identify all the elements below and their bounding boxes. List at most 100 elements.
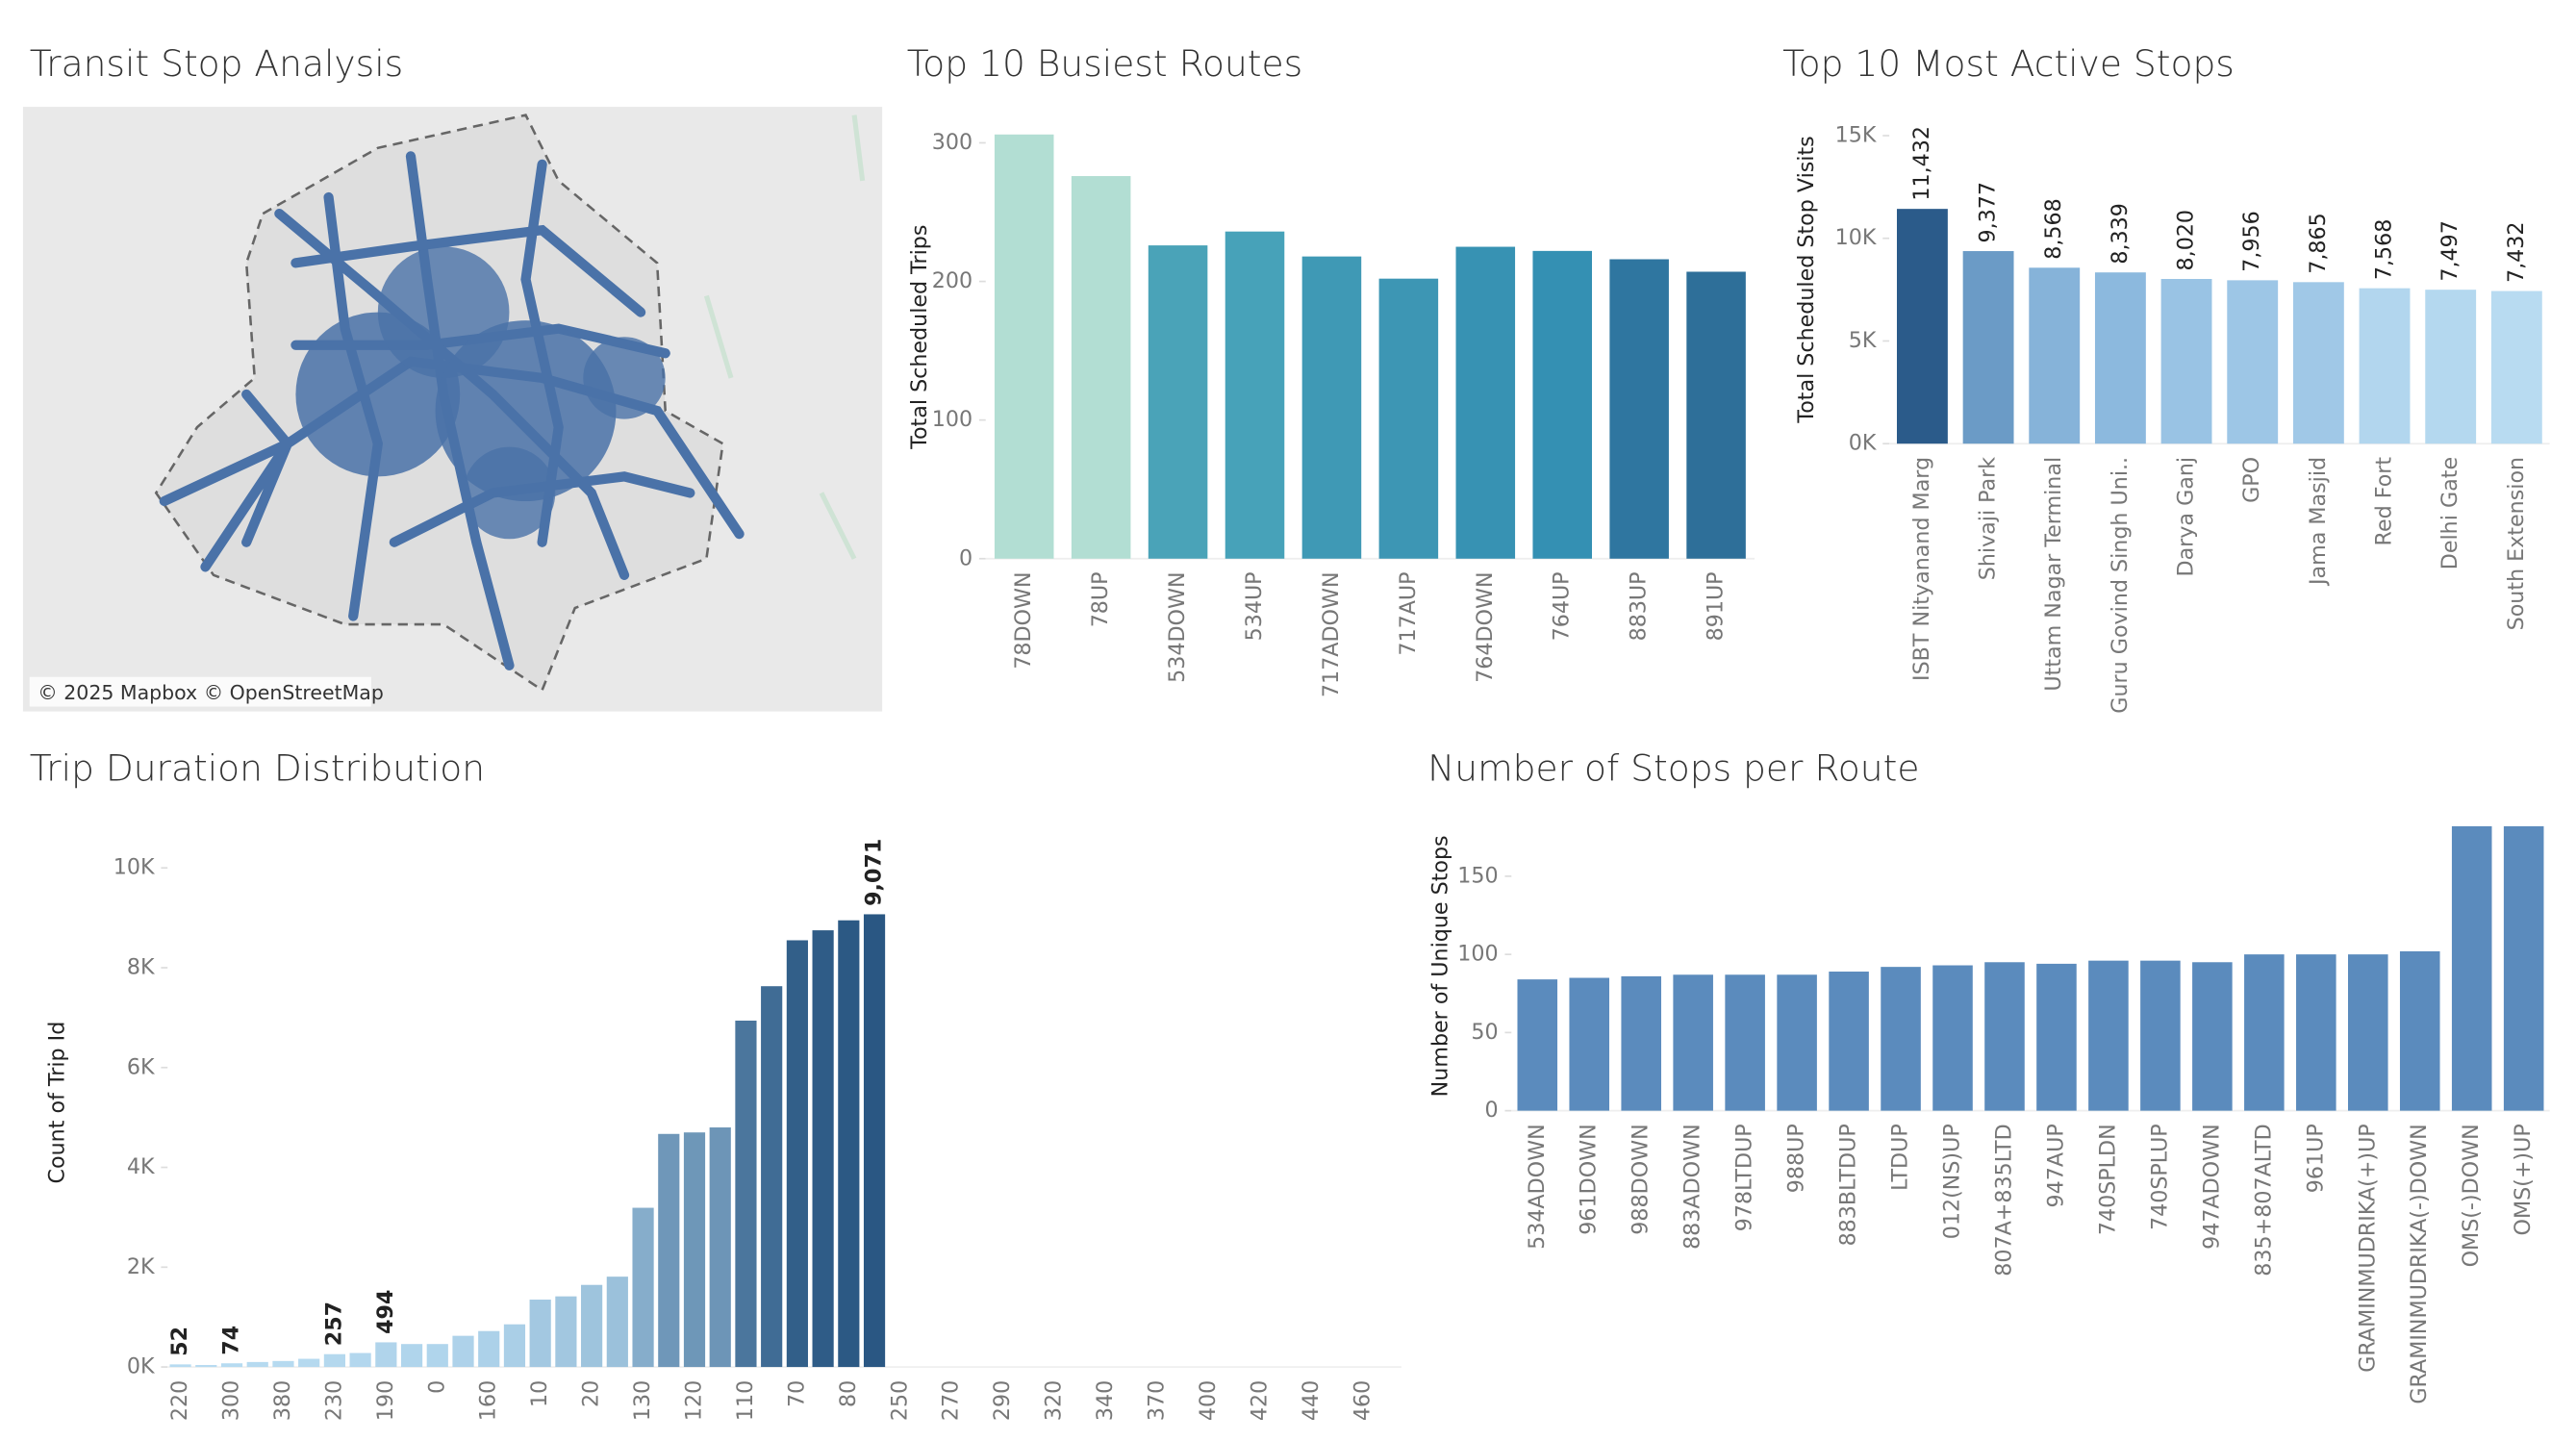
- x-tick-label: 460: [1350, 1380, 1375, 1421]
- bar: [2029, 267, 2081, 444]
- x-tick-label: 717ADOWN: [1319, 571, 1344, 697]
- x-tick-label: 947AUP: [2043, 1124, 2068, 1207]
- x-tick-label: 883ADOWN: [1680, 1124, 1705, 1250]
- x-tick-label: 883UP: [1627, 571, 1652, 641]
- x-tick-label: 300: [219, 1380, 244, 1421]
- data-label: 8,339: [2108, 203, 2133, 265]
- x-tick-label: 400: [1196, 1380, 1221, 1421]
- x-tick-label: 0: [424, 1380, 449, 1394]
- bar: [812, 930, 834, 1368]
- bar: [1378, 278, 1439, 559]
- x-tick-label: 70: [784, 1380, 809, 1407]
- bar: [1621, 975, 1661, 1111]
- x-tick-label: South Extension: [2504, 457, 2529, 630]
- y-tick-label: 2K: [127, 1254, 156, 1279]
- bar: [426, 1344, 448, 1368]
- y-tick-label: 0: [1484, 1098, 1498, 1123]
- bar: [786, 940, 808, 1368]
- x-tick-label: 290: [990, 1380, 1015, 1421]
- data-label: 11,432: [1909, 126, 1934, 201]
- y-tick-label: 15K: [1835, 122, 1878, 147]
- x-tick-label: Uttam Nagar Terminal: [2041, 457, 2066, 692]
- bar: [2244, 954, 2285, 1111]
- bar: [2140, 960, 2181, 1111]
- bar: [1301, 256, 1362, 559]
- x-tick-label: 947ADOWN: [2199, 1124, 2224, 1250]
- x-tick-label: Jama Masjid: [2306, 457, 2331, 587]
- y-tick-label: 10K: [1835, 225, 1878, 250]
- x-tick-label: 978LTDUP: [1732, 1124, 1757, 1231]
- bar: [2490, 291, 2542, 444]
- bar: [349, 1353, 371, 1368]
- x-tick-label: 110: [733, 1380, 758, 1421]
- bar: [1455, 246, 1516, 559]
- bar: [529, 1300, 551, 1368]
- bar: [709, 1127, 731, 1368]
- x-tick-label: 807A+835LTD: [1991, 1124, 2016, 1276]
- x-tick-label: GRAMINMUDRIKA(-)DOWN: [2407, 1124, 2432, 1403]
- data-label: 7,568: [2372, 219, 2397, 281]
- bar: [195, 1364, 217, 1368]
- y-tick-label: 0K: [127, 1354, 156, 1379]
- x-tick-label: 891UP: [1704, 571, 1729, 641]
- data-label: 7,497: [2437, 220, 2462, 282]
- bar: [1777, 974, 1817, 1111]
- bar: [863, 914, 886, 1368]
- bar: [2160, 278, 2212, 444]
- bar: [555, 1296, 577, 1368]
- x-tick-label: 370: [1144, 1380, 1169, 1421]
- bar: [1829, 972, 1869, 1111]
- x-tick-label: 420: [1247, 1380, 1272, 1421]
- x-tick-label: 988UP: [1784, 1124, 1809, 1193]
- bar: [1517, 979, 1558, 1111]
- x-tick-label: 10: [527, 1380, 552, 1407]
- y-tick-label: 50: [1471, 1020, 1498, 1045]
- x-tick-label: 340: [1093, 1380, 1118, 1421]
- bar: [2451, 825, 2492, 1111]
- bar: [2399, 950, 2440, 1111]
- bar: [2425, 290, 2477, 444]
- x-tick-label: 190: [373, 1380, 398, 1421]
- bar: [2227, 280, 2279, 444]
- x-tick-label: OMS(-)DOWN: [2459, 1124, 2484, 1267]
- x-tick-label: Darya Ganj: [2174, 457, 2199, 577]
- x-tick-label: 740SPLDN: [2095, 1124, 2120, 1235]
- x-tick-label: 835+807ALTD: [2251, 1124, 2276, 1276]
- data-label: 8,568: [2041, 198, 2066, 260]
- chart-title: Top 10 Busiest Routes: [907, 42, 1302, 85]
- y-tick-label: 10K: [114, 855, 156, 880]
- x-tick-label: 717AUP: [1396, 571, 1421, 655]
- data-label: 9,071: [862, 839, 887, 906]
- bar: [1569, 977, 1610, 1111]
- x-tick-label: Delhi Gate: [2437, 457, 2462, 569]
- x-tick-label: 534ADOWN: [1525, 1124, 1550, 1250]
- bar: [761, 986, 783, 1368]
- data-label: 52: [167, 1327, 192, 1356]
- bar: [1686, 271, 1746, 559]
- bar: [1673, 974, 1713, 1111]
- bar: [1962, 251, 2014, 444]
- bar: [2503, 825, 2544, 1111]
- data-label: 7,865: [2306, 213, 2331, 274]
- x-tick-label: 250: [887, 1380, 912, 1421]
- x-tick-label: 220: [167, 1380, 192, 1421]
- bar: [375, 1342, 397, 1368]
- bar: [994, 134, 1054, 559]
- y-tick-label: 100: [1457, 942, 1498, 967]
- data-label: 9,377: [1976, 182, 2001, 243]
- bar: [298, 1358, 320, 1368]
- y-axis-label: Total Scheduled Trips: [907, 225, 932, 450]
- bar: [1609, 259, 1669, 559]
- x-tick-label: ISBT Nityanand Marg: [1909, 457, 1934, 681]
- x-tick-label: 883BLTDUP: [1836, 1124, 1861, 1246]
- y-tick-label: 100: [932, 407, 972, 432]
- map-title: Transit Stop Analysis: [30, 42, 403, 85]
- y-axis-label: Number of Unique Stops: [1427, 835, 1452, 1097]
- bar: [169, 1364, 191, 1368]
- data-label: 7,956: [2239, 211, 2264, 272]
- bar: [323, 1353, 345, 1368]
- bar: [2296, 954, 2336, 1111]
- bar: [1984, 962, 2025, 1111]
- x-tick-label: 988DOWN: [1629, 1124, 1654, 1234]
- bar: [632, 1207, 654, 1368]
